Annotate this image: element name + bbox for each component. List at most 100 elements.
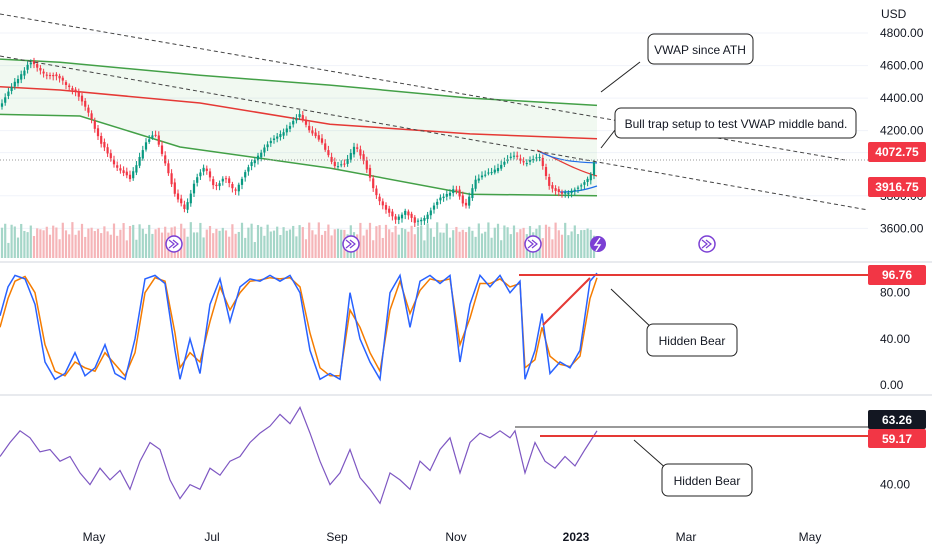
candle-body: [141, 150, 144, 159]
candle-body: [205, 168, 208, 171]
volume-bar: [359, 222, 362, 258]
candle-body: [336, 166, 340, 168]
candle-body: [64, 82, 68, 85]
event-icon-3[interactable]: [524, 235, 542, 253]
candle-body: [397, 216, 400, 220]
volume-bar: [583, 229, 586, 258]
vwap-band-fill: [0, 59, 597, 196]
volume-bar: [554, 222, 557, 258]
candle-body: [173, 182, 176, 194]
rsi-axis: 40.00: [880, 478, 910, 492]
candle-body: [250, 162, 253, 167]
candle-body: [202, 167, 205, 172]
candle-body: [170, 173, 173, 185]
price-axis: 4800.004600.004400.004200.004065.003800.…: [880, 26, 924, 235]
volume-bar: [87, 228, 90, 258]
volume-bar: [260, 226, 263, 258]
volume-bar: [333, 229, 336, 258]
candle-body: [500, 164, 503, 169]
candle-body: [77, 91, 80, 97]
candle-body: [164, 155, 167, 164]
volume-bar: [432, 236, 436, 258]
volume-bar: [368, 222, 372, 258]
volume-bar: [240, 222, 244, 258]
candle-body: [221, 178, 224, 182]
volume-bar: [570, 231, 573, 258]
volume-bar: [484, 231, 487, 258]
time-tick-label: 2023: [563, 530, 590, 544]
volume-bar: [551, 239, 554, 258]
candle-body: [199, 172, 202, 177]
volume-bar: [455, 226, 458, 258]
candle-body: [423, 217, 426, 221]
candle-body: [208, 171, 212, 178]
event-icon-1[interactable]: [165, 235, 183, 253]
volume-bar: [458, 231, 461, 258]
candle-body: [52, 74, 55, 77]
candle-body: [487, 172, 490, 174]
candle-body: [413, 217, 416, 223]
candle-body: [471, 188, 474, 199]
candle-body: [522, 161, 525, 163]
callout-stoch-text: Hidden Bear: [659, 334, 726, 348]
candle-body: [538, 157, 541, 159]
volume-bar: [58, 239, 61, 258]
candle-body: [128, 174, 132, 180]
candle-body: [541, 157, 544, 167]
candle-body: [586, 178, 589, 182]
candle-body: [362, 154, 365, 161]
candle-body: [554, 188, 557, 191]
volume-bar: [461, 229, 464, 258]
volume-bar: [496, 223, 500, 258]
candle-body: [589, 174, 592, 181]
candle-body: [311, 130, 314, 134]
callout-bull-trap: Bull trap setup to test VWAP middle band…: [600, 107, 857, 149]
volume-bar: [138, 224, 141, 258]
event-icon-5[interactable]: [698, 235, 716, 253]
event-icon-2[interactable]: [342, 235, 360, 253]
candle-body: [0, 103, 4, 107]
volume-bar: [154, 229, 157, 258]
candle-body: [269, 140, 272, 144]
volume-bar: [487, 222, 490, 258]
candle-body: [410, 213, 413, 218]
volume-bar: [580, 230, 583, 258]
candle-body: [455, 189, 458, 191]
event-icon-4[interactable]: [590, 236, 606, 252]
volume-bar: [509, 234, 512, 258]
candle-body: [359, 149, 362, 156]
candle-body: [567, 192, 570, 195]
candle-body: [48, 75, 52, 77]
volume-bar: [64, 230, 68, 258]
candle-body: [154, 134, 157, 136]
candle-body: [180, 198, 183, 204]
candle-body: [426, 214, 429, 220]
candle-body: [416, 220, 420, 222]
volume-bar: [157, 227, 160, 258]
candle-body: [365, 160, 368, 170]
candle-body: [10, 86, 13, 92]
volume-bar: [381, 237, 384, 258]
volume-bar: [416, 226, 420, 258]
candle-body: [340, 164, 343, 166]
candle-body: [167, 163, 170, 174]
volume-bar: [276, 226, 279, 258]
volume-bar: [468, 226, 471, 258]
candle-body: [580, 185, 583, 187]
candle-body: [26, 64, 29, 70]
candle-body: [298, 114, 301, 118]
volume-bar: [132, 224, 135, 258]
candle-body: [346, 158, 349, 164]
volume-bar: [224, 230, 228, 258]
candle-body: [45, 74, 48, 76]
candle-body: [71, 88, 74, 91]
volume-bar: [253, 242, 256, 258]
volume-bar: [301, 227, 304, 258]
candle-body: [496, 168, 500, 172]
volume-bar: [199, 222, 202, 258]
candle-body: [138, 156, 141, 166]
volume-bar: [378, 225, 381, 258]
volume-bar: [128, 226, 132, 258]
candle-body: [378, 196, 381, 202]
volume-bar: [423, 240, 426, 258]
